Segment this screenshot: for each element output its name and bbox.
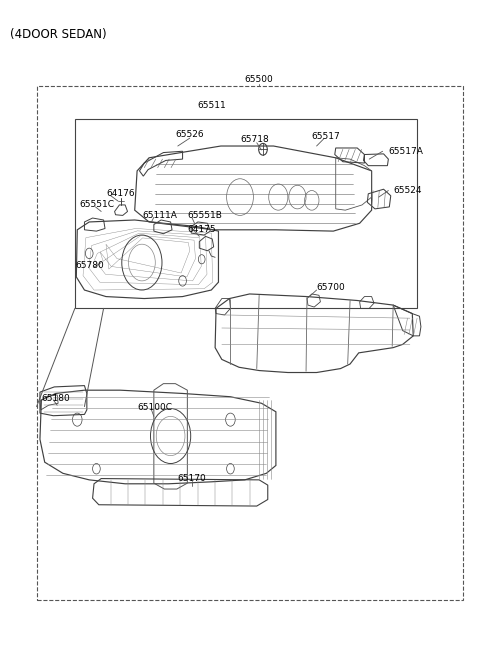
Text: 65100C: 65100C: [137, 403, 172, 413]
Text: 65780: 65780: [75, 261, 104, 270]
Text: 64175: 64175: [187, 225, 216, 234]
Text: 65551B: 65551B: [187, 211, 222, 220]
Text: 65511: 65511: [197, 101, 226, 110]
Text: 65180: 65180: [41, 394, 70, 403]
Text: 65111A: 65111A: [142, 211, 177, 220]
Text: 65500: 65500: [245, 75, 274, 84]
Text: 65170: 65170: [178, 474, 206, 483]
Text: 65526: 65526: [175, 131, 204, 139]
Text: 65517A: 65517A: [388, 147, 423, 155]
Text: (4DOOR SEDAN): (4DOOR SEDAN): [10, 28, 107, 41]
Text: 65700: 65700: [317, 283, 345, 292]
Text: 65524: 65524: [393, 186, 421, 195]
Text: 64176: 64176: [106, 190, 134, 198]
Text: 65718: 65718: [240, 135, 269, 144]
Text: 65517: 65517: [312, 132, 340, 140]
Text: 65551C: 65551C: [80, 201, 115, 209]
